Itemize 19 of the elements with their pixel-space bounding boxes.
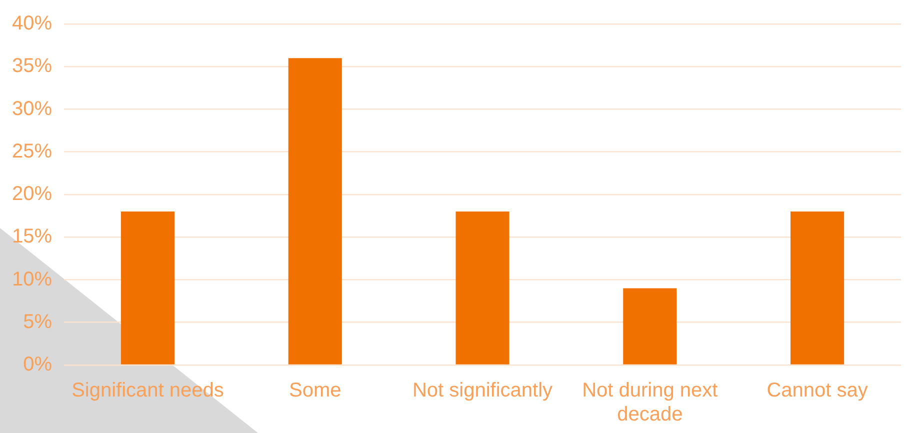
x-tick-label: Significant needs	[72, 380, 224, 402]
y-tick-label: 10%	[12, 268, 52, 290]
y-tick-label: 5%	[23, 310, 52, 333]
bar	[790, 212, 844, 364]
x-tick-label: Not significantly	[412, 380, 553, 402]
y-tick-label: 0%	[23, 354, 52, 376]
y-tick-label: 15%	[12, 226, 52, 248]
x-tick-label: Not during next decade	[582, 380, 718, 426]
bar	[456, 212, 510, 364]
y-tick-label: 25%	[12, 140, 52, 162]
y-tick-label: 35%	[12, 55, 52, 78]
bar	[120, 212, 175, 364]
y-tick-label: 20%	[12, 183, 52, 206]
bar	[623, 288, 677, 364]
bar	[288, 58, 342, 364]
y-tick-label: 40%	[12, 12, 52, 35]
y-tick-label: 30%	[12, 98, 52, 120]
x-tick-label: Some	[288, 380, 342, 402]
x-tick-label: Cannot say	[766, 380, 868, 402]
